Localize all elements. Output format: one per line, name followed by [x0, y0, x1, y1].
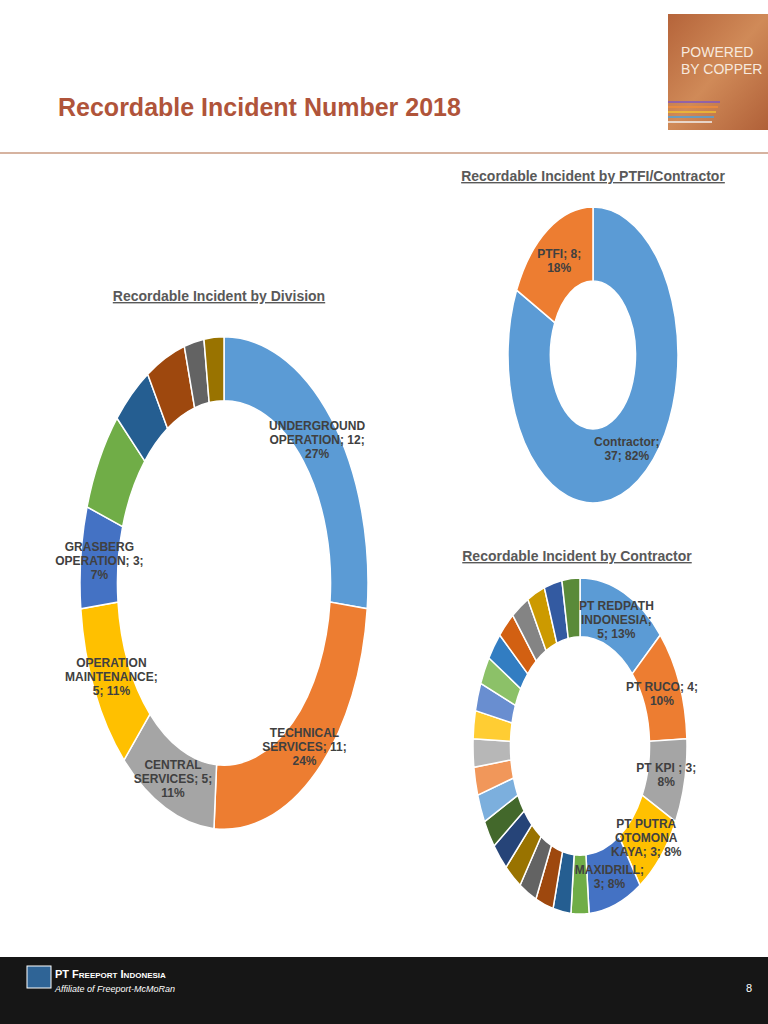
- data-label-line: MAINTENANCE;: [65, 670, 158, 684]
- data-label-line: 11%: [161, 786, 185, 800]
- data-label-line: INDONESIA;: [581, 613, 652, 627]
- slice: [473, 739, 511, 767]
- data-label-line: TECHNICAL: [270, 726, 339, 740]
- page-title: Recordable Incident Number 2018: [58, 93, 461, 121]
- data-label-line: 5; 11%: [93, 684, 131, 698]
- badge-text: POWERED: [681, 44, 753, 60]
- chart-title: Recordable Incident by PTFI/Contractor: [461, 168, 725, 184]
- data-label-line: OPERATION; 3;: [55, 554, 143, 568]
- data-label-line: PTFI; 8;: [537, 247, 581, 261]
- data-label-line: 24%: [293, 754, 317, 768]
- data-label: OPERATIONMAINTENANCE;5; 11%: [65, 656, 158, 698]
- page: Recordable Incident Number 2018 POWEREDBY…: [0, 0, 768, 1024]
- data-label-line: GRASBERG: [65, 540, 134, 554]
- data-labels: Contractor;37; 82% PTFI; 8;18%: [537, 247, 659, 463]
- footer-bar: [0, 957, 768, 1024]
- data-label-line: MAXIDRILL;: [575, 863, 644, 877]
- slices: [473, 578, 687, 914]
- data-label: PT PUTRAOTOMONAKAYA; 3; 8%: [611, 817, 682, 859]
- data-label-line: CENTRAL: [144, 758, 201, 772]
- data-label: MAXIDRILL;3; 8%: [575, 863, 644, 891]
- page-number: 8: [746, 982, 752, 994]
- data-labels: PT REDPATHINDONESIA;5; 13% PT RUCO; 4;10%…: [575, 599, 698, 891]
- data-label-line: 10%: [650, 694, 674, 708]
- data-label-line: 27%: [305, 447, 329, 461]
- data-label-line: PT KPI ; 3;: [636, 761, 696, 775]
- data-label-line: UNDERGROUND: [269, 419, 365, 433]
- chart: Recordable Incident by Contractor PT REDP…: [462, 548, 698, 914]
- data-label-line: 18%: [547, 261, 571, 275]
- slices: [508, 207, 678, 503]
- data-label-line: Contractor;: [594, 435, 659, 449]
- badge-stripe: [668, 121, 712, 123]
- background: [0, 0, 768, 1024]
- badge-stripe: [668, 116, 714, 118]
- data-label-line: PT PUTRA: [616, 817, 676, 831]
- footer: PT Freeport Indonesia Affiliate of Freepo…: [0, 957, 768, 1024]
- chart-title: Recordable Incident by Contractor: [462, 548, 692, 564]
- footer-affiliate: Affiliate of Freeport-McMoRan: [54, 984, 175, 994]
- slide: Recordable Incident Number 2018 POWEREDBY…: [0, 0, 768, 1024]
- data-label-line: SERVICES; 11;: [262, 740, 346, 754]
- data-label-line: PT RUCO; 4;: [626, 680, 698, 694]
- footer-logo: [27, 966, 51, 988]
- data-label-line: 5; 13%: [597, 627, 635, 641]
- slice: [508, 207, 678, 503]
- slice: [517, 207, 593, 322]
- data-label: CENTRALSERVICES; 5;11%: [134, 758, 212, 800]
- data-label: PT REDPATHINDONESIA;5; 13%: [579, 599, 654, 641]
- data-label-line: KAYA; 3; 8%: [611, 845, 682, 859]
- slice: [224, 337, 368, 609]
- header-rule: [0, 152, 768, 154]
- badge-text: BY COPPER: [681, 61, 762, 77]
- data-labels: UNDERGROUNDOPERATION; 12;27%TECHNICALSER…: [55, 419, 365, 800]
- slice: [204, 337, 224, 403]
- badge-stripe: [668, 111, 716, 113]
- chart-title: Recordable Incident by Division: [113, 288, 325, 304]
- data-label-line: SERVICES; 5;: [134, 772, 212, 786]
- data-label: UNDERGROUNDOPERATION; 12;27%: [269, 419, 365, 461]
- data-label-line: 37; 82%: [604, 449, 649, 463]
- slices: [80, 337, 368, 829]
- data-label-line: OPERATION; 12;: [270, 433, 365, 447]
- data-label-line: 7%: [91, 568, 109, 582]
- slice: [214, 602, 367, 829]
- data-label: GRASBERGOPERATION; 3;7%: [55, 540, 143, 582]
- badge-stripe: [668, 106, 718, 108]
- badge-box: [668, 14, 768, 130]
- data-label: TECHNICALSERVICES; 11;24%: [262, 726, 346, 768]
- data-label-line: OPERATION: [76, 656, 146, 670]
- data-label-line: 8%: [658, 775, 676, 789]
- data-label: PTFI; 8;18%: [537, 247, 581, 275]
- data-label-line: PT REDPATH: [579, 599, 654, 613]
- data-label-line: OTOMONA: [615, 831, 678, 845]
- data-label: Contractor;37; 82%: [594, 435, 659, 463]
- badge-stripe: [668, 101, 720, 103]
- data-label: PT RUCO; 4;10%: [626, 680, 698, 708]
- badge: POWEREDBY COPPER: [668, 14, 768, 130]
- chart: Recordable Incident by PTFI/Contractor Co…: [461, 168, 725, 503]
- chart: Recordable Incident by Division UNDERGROU…: [55, 288, 368, 829]
- data-label-line: 3; 8%: [594, 877, 626, 891]
- data-label: PT KPI ; 3;8%: [636, 761, 696, 789]
- slice: [562, 578, 580, 638]
- footer-company: PT Freeport Indonesia: [55, 968, 166, 980]
